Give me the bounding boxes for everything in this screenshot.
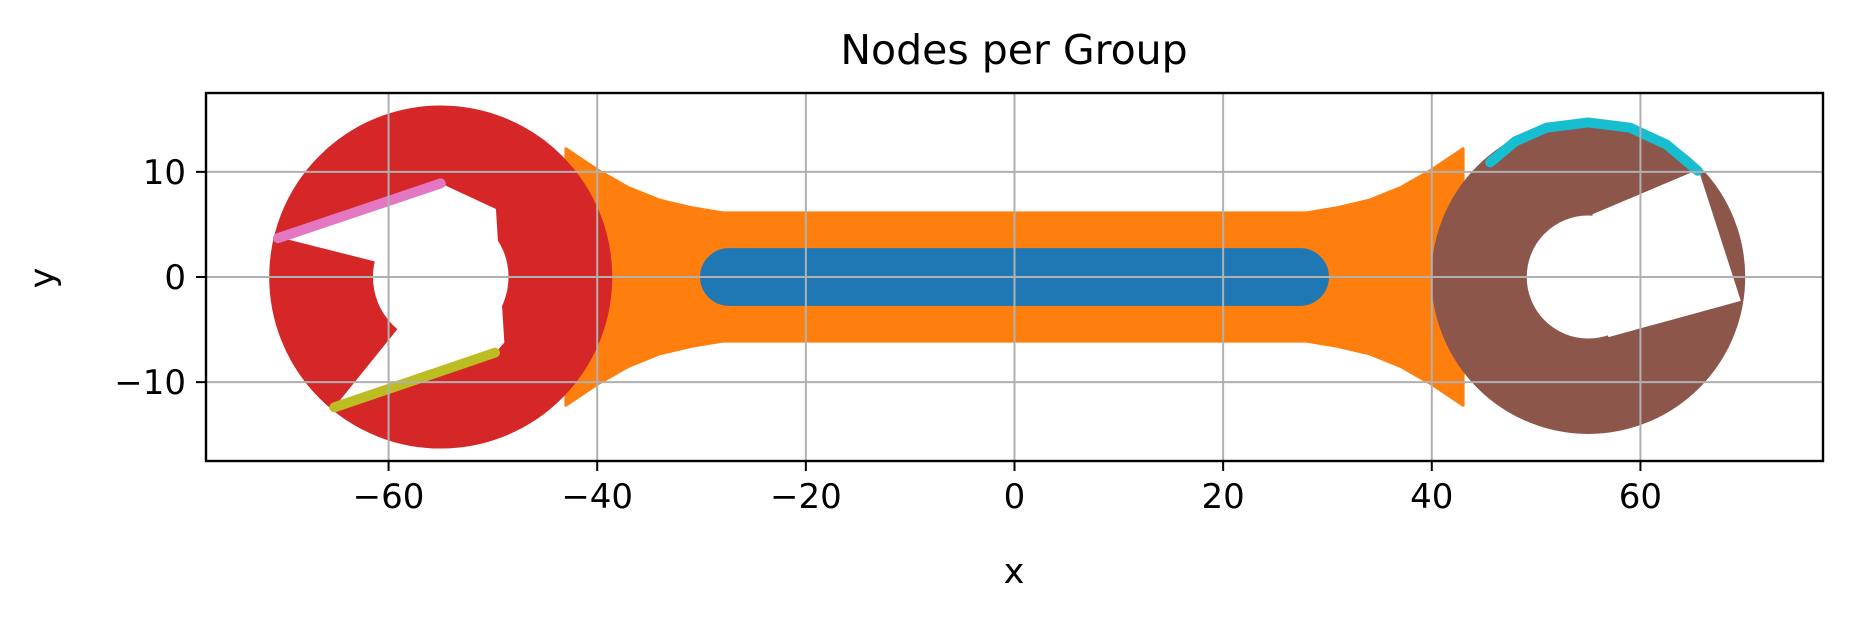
x-axis-label: x (1004, 552, 1025, 592)
x-tick-label: 60 (1619, 477, 1662, 517)
data-series-4-jaw-opening (1587, 169, 1741, 338)
y-tick-label: −10 (114, 363, 186, 403)
data-series-6 (329, 347, 500, 413)
grid-layer (206, 93, 1823, 461)
y-tick-label: 0 (164, 258, 186, 298)
tick-layer: −60 −40 −20 0 20 40 60 −10 0 10 (114, 153, 1662, 517)
data-series-3-jaw-opening (274, 183, 505, 409)
chart-title: Nodes per Group (840, 26, 1187, 74)
x-tick-label: 40 (1410, 477, 1453, 517)
y-axis-label: y (23, 268, 63, 289)
x-tick-label: −20 (770, 477, 842, 517)
data-series-5 (272, 178, 446, 244)
x-tick-label: 20 (1202, 477, 1245, 517)
x-tick-label: 0 (1004, 477, 1026, 517)
data-series-7 (1485, 117, 1703, 176)
y-tick-label: 10 (143, 153, 186, 193)
x-tick-label: −60 (353, 477, 425, 517)
x-tick-label: −40 (561, 477, 633, 517)
